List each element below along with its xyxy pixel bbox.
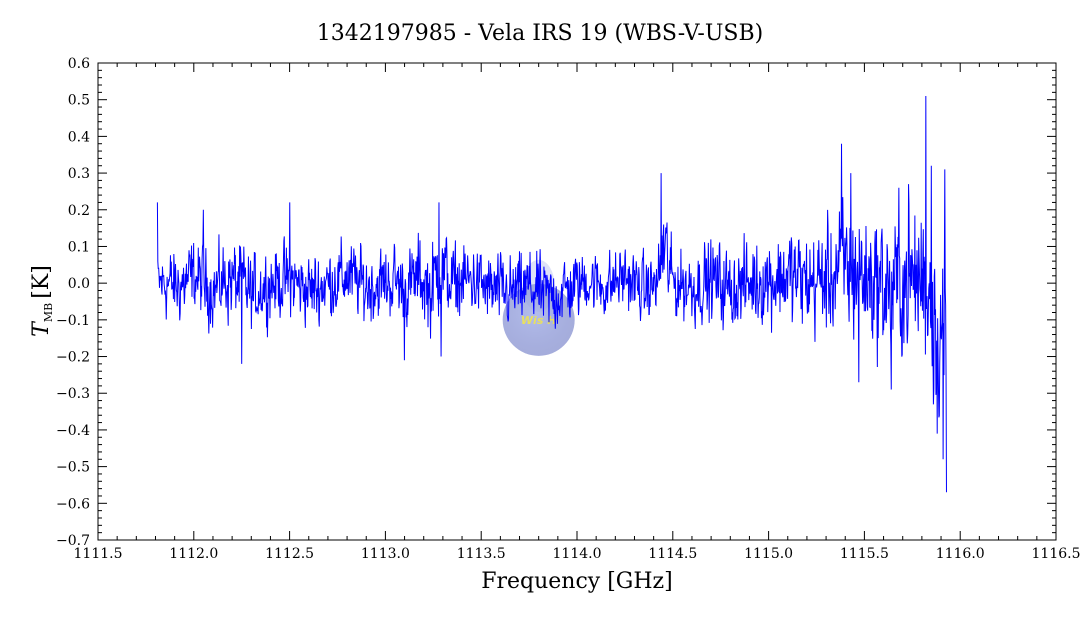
y-tick-label: 0.0: [68, 276, 90, 292]
x-axis-label: Frequency [GHz]: [481, 569, 673, 594]
y-axis-label: TMB [K]: [29, 265, 55, 337]
watermark-text: Wis H: [521, 314, 557, 327]
x-tick-label: 1114.5: [648, 546, 697, 562]
spectrum-line: [156, 96, 947, 493]
y-tick-label: 0.5: [68, 93, 90, 109]
y-tick-label: 0.1: [68, 239, 90, 255]
y-tick-label: −0.1: [56, 313, 90, 329]
x-tick-label: 1113.0: [361, 546, 410, 562]
x-tick-labels: 1111.5 1112.0 1112.5 1113.0 1113.5 1114.0 1114…: [74, 546, 1080, 562]
y-tick-label: −0.2: [56, 350, 90, 366]
y-tick-label: 0.6: [68, 56, 90, 72]
y-axis-label-main: T: [29, 320, 54, 337]
y-tick-label: 0.3: [68, 166, 90, 182]
y-tick-label: 0.2: [68, 203, 90, 219]
x-tick-label: 1115.0: [744, 546, 793, 562]
y-tick-label: −0.6: [56, 496, 90, 512]
y-tick-label: −0.7: [56, 533, 90, 549]
y-axis-label-unit: [K]: [29, 265, 54, 299]
axis-ticks: [97, 62, 1057, 541]
x-tick-label: 1111.5: [74, 546, 123, 562]
x-tick-label: 1115.5: [840, 546, 889, 562]
x-tick-label: 1112.5: [265, 546, 314, 562]
y-tick-label: 0.4: [68, 129, 90, 145]
y-tick-label: −0.3: [56, 386, 90, 402]
y-axis-label-sub: MB: [42, 303, 55, 322]
y-tick-label: −0.4: [56, 423, 90, 439]
x-tick-label: 1116.5: [1032, 546, 1080, 562]
x-tick-label: 1113.5: [457, 546, 506, 562]
x-tick-label: 1112.0: [169, 546, 218, 562]
x-tick-label: 1116.0: [936, 546, 985, 562]
y-tick-labels: 0.6 0.5 0.4 0.3 0.2 0.1 0.0 −0.1 −0.2 −0.3 −0.4 −0.…: [56, 56, 90, 549]
x-tick-label: 1114.0: [553, 546, 602, 562]
chart-title: 1342197985 - Vela IRS 19 (WBS-V-USB): [317, 21, 763, 46]
svg-text:TMB[K]: TMB [K]: [29, 265, 55, 337]
y-tick-label: −0.5: [56, 460, 90, 476]
